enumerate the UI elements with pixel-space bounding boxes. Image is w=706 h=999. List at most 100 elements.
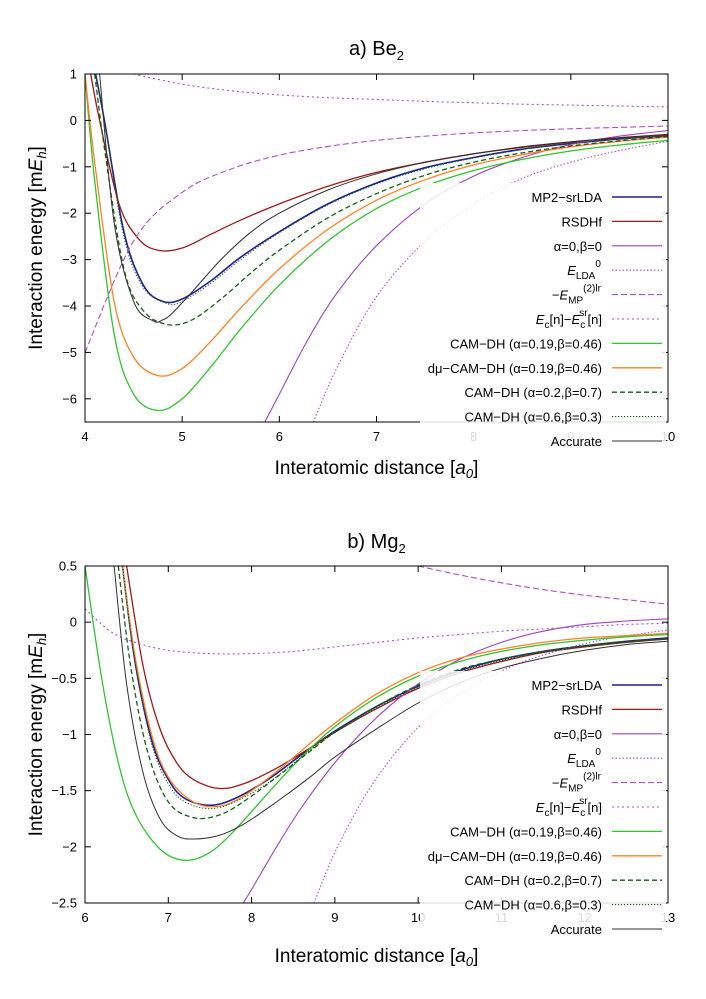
legend-label-var: E	[536, 800, 545, 815]
series-line-4	[85, 125, 668, 353]
series-line-7	[85, 74, 668, 377]
legend-label-sup: sr	[579, 796, 588, 807]
x-tick-label: 9	[331, 910, 338, 925]
legend-label-var: E	[559, 776, 568, 791]
legend-label: Ec[n]−Ecsr[n]	[536, 796, 602, 819]
chart-title-text: b) Mg	[347, 531, 398, 553]
series-line-4	[417, 566, 668, 605]
legend-item: RSDHf	[562, 702, 662, 717]
legend-item: dμ−CAM−DH (α=0.19,β=0.46)	[428, 361, 662, 376]
legend-label: −EMP(2)lr	[552, 772, 602, 795]
legend-label: CAM−DH (α=0.2,β=0.7)	[465, 385, 602, 400]
legend-label-var: E	[572, 312, 581, 327]
series-line-0	[94, 74, 668, 304]
y-axis-label-var: E	[26, 158, 47, 171]
y-axis-label-end: ]	[26, 146, 47, 151]
legend-label-sub: LDA	[576, 759, 596, 770]
legend-label-sub: c	[580, 808, 585, 819]
x-tick-label: 6	[276, 429, 283, 444]
series-group	[85, 566, 668, 903]
chart-title-text: a) Be	[349, 38, 397, 60]
x-tick-label: 7	[373, 429, 380, 444]
legend-label-reset	[601, 263, 602, 278]
legend-label: ELDA0	[567, 747, 602, 770]
y-tick-label: 0.5	[59, 559, 77, 574]
y-tick-label: −4	[62, 299, 77, 314]
legend-item: CAM−DH (α=0.19,β=0.46)	[450, 336, 662, 351]
legend-label-sup: 0	[595, 747, 601, 758]
y-tick-label: −0.5	[51, 671, 77, 686]
legend-item: CAM−DH (α=0.2,β=0.7)	[465, 873, 662, 888]
legend-item: Ec[n]−Ecsr[n]	[536, 796, 662, 819]
x-tick-label: 5	[179, 429, 186, 444]
legend-label-mid: [n]−	[549, 800, 571, 815]
legend-label-sup: sr	[579, 308, 588, 319]
legend-label-prefix: −	[552, 776, 560, 791]
legend-item: RSDHf	[562, 214, 662, 229]
y-tick-label: −2	[62, 839, 77, 854]
y-axis-label: Interaction energy [mEh]	[26, 633, 49, 837]
x-axis-label-text: Interatomic distance [	[275, 458, 456, 479]
legend-label: RSDHf	[562, 702, 603, 717]
legend-label-sup: (2)lr	[583, 284, 601, 295]
legend-item: Ec[n]−Ecsr[n]	[536, 308, 662, 331]
legend-item: ELDA0	[567, 259, 662, 282]
legend-label: Ec[n]−Ecsr[n]	[536, 308, 602, 331]
series-line-10	[99, 74, 668, 323]
legend-item: Accurate	[551, 922, 662, 937]
chart-panel-be2: a) Be24567891010−1−2−3−4−5−6Interatomic …	[26, 38, 675, 481]
legend-label-sup: (2)lr	[583, 772, 601, 783]
legend-item: MP2−srLDA	[532, 678, 662, 693]
legend-label-prefix: −	[552, 288, 560, 303]
series-line-5	[133, 74, 668, 108]
legend-item: Accurate	[551, 434, 662, 449]
legend-label: CAM−DH (α=0.6,β=0.3)	[465, 410, 602, 425]
legend-item: −EMP(2)lr	[552, 772, 662, 795]
legend-item: CAM−DH (α=0.6,β=0.3)	[465, 410, 662, 425]
series-line-8	[94, 74, 668, 326]
legend-item: CAM−DH (α=0.2,β=0.7)	[465, 385, 662, 400]
y-axis-label-text: Interaction energy [m	[26, 658, 47, 836]
y-tick-label: −6	[62, 391, 77, 406]
legend-label-sub: MP	[568, 296, 583, 307]
y-tick-label: −1	[62, 159, 77, 174]
y-axis-label-var: E	[26, 645, 47, 658]
legend-label-reset	[601, 776, 602, 791]
legend-label: CAM−DH (α=0.6,β=0.3)	[465, 898, 602, 913]
series-line-6	[85, 566, 668, 861]
x-axis-label-var: a	[455, 946, 466, 967]
legend-label-reset	[601, 751, 602, 766]
y-tick-label: −2	[62, 206, 77, 221]
legend-label-end: [n]	[588, 312, 602, 327]
series-line-7	[121, 566, 668, 808]
legend-label-sub: c	[580, 320, 585, 331]
legend-label: Accurate	[551, 434, 602, 449]
legend-label: −EMP(2)lr	[552, 284, 602, 307]
legend-item: dμ−CAM−DH (α=0.19,β=0.46)	[428, 849, 662, 864]
series-line-1	[90, 74, 668, 252]
series-line-6	[85, 74, 668, 412]
series-line-10	[113, 566, 668, 840]
legend-label-var: E	[536, 312, 545, 327]
series-line-2	[242, 618, 668, 903]
x-axis-label-var: a	[455, 458, 466, 479]
chart-title-sub: 2	[398, 541, 405, 556]
legend-label-sub: c	[544, 320, 549, 331]
legend-label-var: E	[567, 263, 576, 278]
y-tick-label: 1	[70, 67, 77, 82]
chart-title-sub: 2	[397, 48, 404, 63]
legend-label: ELDA0	[567, 259, 602, 282]
legend-label: MP2−srLDA	[532, 678, 603, 693]
legend-label-end: [n]	[588, 800, 602, 815]
legend-item: α=0,β=0	[554, 727, 662, 742]
legend-item: ELDA0	[567, 747, 662, 770]
series-line-1	[125, 566, 668, 790]
x-axis-label: Interatomic distance [a0]	[275, 946, 479, 969]
legend-label-sub: c	[544, 808, 549, 819]
x-tick-label: 8	[248, 910, 255, 925]
legend-label: CAM−DH (α=0.19,β=0.46)	[450, 824, 602, 839]
legend-item: CAM−DH (α=0.6,β=0.3)	[465, 898, 662, 913]
legend-item: MP2−srLDA	[532, 190, 662, 205]
